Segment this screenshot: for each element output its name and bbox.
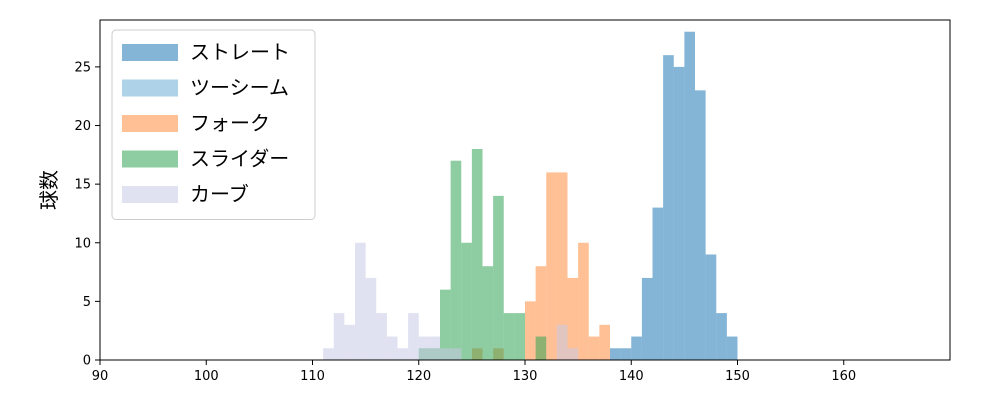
y-tick-label: 15: [74, 178, 91, 193]
histogram-bar: [493, 195, 504, 360]
histogram-bar: [450, 160, 462, 360]
histogram-bar: [705, 254, 717, 360]
histogram-bar: [726, 336, 738, 360]
y-tick-label: 10: [74, 236, 91, 251]
histogram-bar: [344, 324, 355, 360]
histogram-bar: [578, 242, 589, 360]
x-tick-label: 120: [406, 369, 431, 384]
y-tick-label: 20: [74, 119, 91, 134]
series-4-bars: [323, 242, 579, 360]
x-tick-label: 110: [300, 369, 325, 384]
legend-item: フォーク: [122, 111, 270, 135]
histogram-bar: [695, 90, 706, 361]
y-tick-label: 5: [83, 295, 91, 310]
histogram-bar: [673, 66, 685, 361]
series-3-bars: [418, 148, 547, 360]
legend-item: カーブ: [122, 182, 249, 206]
x-tick-label: 130: [513, 369, 538, 384]
legend-item: ツーシーム: [122, 76, 289, 100]
y-axis-label: 球数: [37, 170, 61, 210]
histogram-bar: [663, 55, 674, 360]
histogram-bar: [641, 277, 653, 360]
histogram-bar: [482, 266, 494, 360]
histogram-bar: [567, 348, 579, 360]
histogram-bar: [408, 313, 419, 360]
x-tick-label: 90: [92, 369, 109, 384]
histogram-bar: [376, 313, 387, 360]
histogram-bar: [461, 242, 472, 360]
histogram-bar: [684, 31, 695, 360]
histogram-bar: [386, 336, 398, 360]
legend-swatch: [122, 44, 178, 61]
histogram-bar: [610, 348, 621, 360]
legend-swatch: [122, 150, 178, 168]
y-tick-label: 25: [74, 60, 91, 75]
histogram-bar: [716, 313, 727, 360]
histogram-bar: [599, 324, 610, 360]
histogram-bar: [631, 336, 642, 360]
histogram-bar: [556, 324, 568, 360]
x-tick-label: 160: [831, 369, 856, 384]
legend-item: ストレート: [122, 40, 290, 64]
x-tick-label: 100: [194, 369, 219, 384]
histogram-bars: [323, 31, 738, 361]
x-tick-label: 140: [619, 369, 644, 384]
legend-box: [111, 29, 316, 220]
histogram-bar: [514, 313, 525, 360]
histogram-bar: [450, 348, 462, 360]
histogram-bar: [471, 148, 483, 360]
histogram-bar: [620, 348, 632, 360]
histogram-bar: [588, 336, 600, 360]
legend-label: ツーシーム: [190, 76, 289, 100]
histogram-bar: [503, 313, 515, 360]
histogram-bar: [365, 277, 377, 360]
y-tick-label: 0: [83, 354, 91, 369]
histogram-bar: [440, 289, 451, 360]
histogram-bar: [525, 301, 536, 360]
legend-swatch: [122, 79, 178, 97]
series-0-bars: [610, 31, 738, 361]
histogram-bar: [397, 348, 409, 360]
histogram-bar: [652, 207, 664, 360]
x-axis-ticks: 90 100 110 120 130 140 150 160: [92, 360, 856, 384]
histogram-bar: [440, 348, 451, 360]
legend-swatch: [122, 115, 178, 132]
histogram-bar: [567, 277, 579, 360]
legend-label: スライダー: [190, 147, 289, 171]
histogram-bar: [429, 336, 440, 360]
legend-item: スライダー: [122, 147, 289, 171]
legend-swatch: [122, 186, 178, 203]
histogram-bar: [355, 242, 366, 360]
histogram-bar: [556, 172, 568, 360]
y-axis-ticks: 0 5 10 15 20 25: [74, 60, 100, 369]
legend-label: フォーク: [190, 111, 270, 135]
histogram-bar: [323, 348, 334, 360]
legend-label: ストレート: [190, 40, 290, 64]
histogram-bar: [418, 336, 430, 360]
x-tick-label: 150: [725, 369, 750, 384]
histogram-bar: [535, 336, 547, 360]
histogram-bar: [333, 313, 345, 360]
legend-label: カーブ: [190, 182, 249, 206]
histogram-bar: [546, 172, 557, 360]
histogram-bar: [535, 266, 547, 360]
